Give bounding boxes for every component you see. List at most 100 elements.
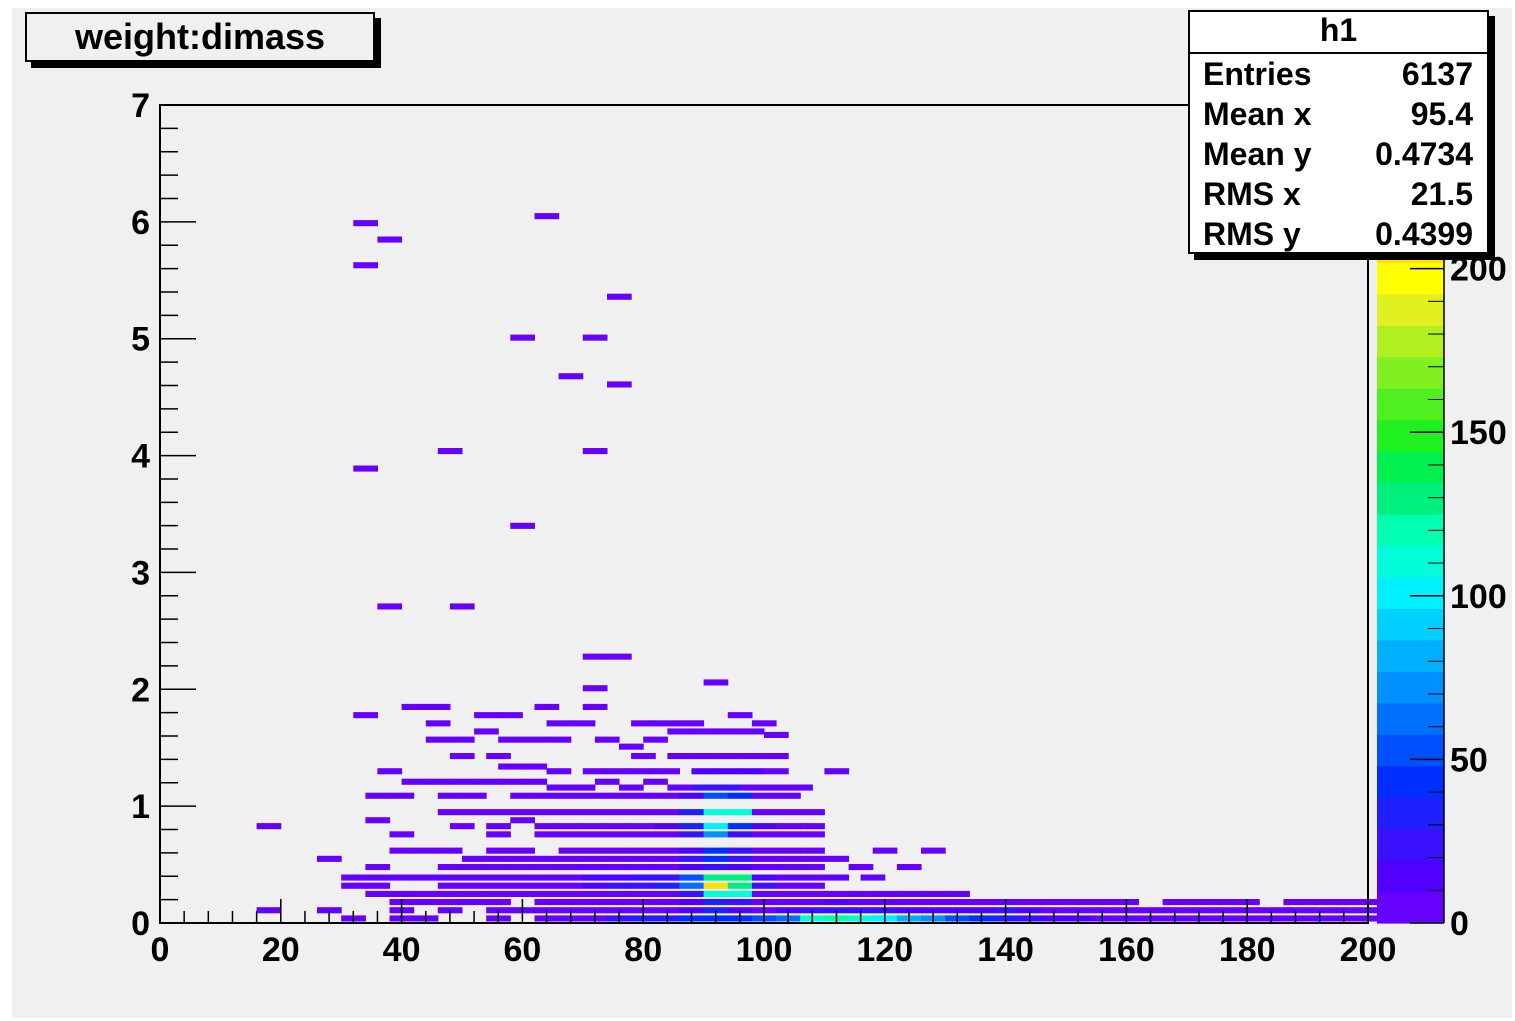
heatmap-cell [896, 899, 922, 906]
heatmap-cell [1041, 899, 1067, 906]
heatmap-cell [896, 907, 922, 914]
heatmap-cell [437, 907, 463, 914]
palette-band [1377, 608, 1444, 641]
axes: 0 20 40 60 80 100 120 140 160 180 200 0 1 2 3 4 5 6 7 [131, 87, 1396, 969]
palette-band [1377, 860, 1444, 893]
heatmap-cell [727, 831, 753, 838]
heatmap-cell [631, 792, 656, 799]
heatmap-cell [667, 784, 693, 791]
heatmap-cell [727, 874, 753, 881]
stats-label: RMS y [1203, 216, 1301, 252]
heatmap-cell [1283, 907, 1309, 914]
heatmap-cell [703, 679, 729, 686]
heatmap-cell [510, 792, 535, 799]
heatmap-cell [582, 653, 608, 660]
heatmap-cell [945, 907, 970, 914]
heatmap-cell [679, 899, 705, 906]
heatmap-cell [582, 823, 608, 830]
heatmap-cell [727, 792, 753, 799]
heatmap-cell [437, 809, 463, 816]
heatmap-cell [655, 720, 680, 727]
heatmap-cell [824, 899, 850, 906]
heatmap-cell [751, 882, 777, 889]
heatmap-cell [643, 778, 668, 785]
heatmap-cell [655, 874, 680, 881]
heatmap-cell [449, 778, 475, 785]
heatmap-cell [607, 768, 632, 775]
heatmap-cell [691, 784, 717, 791]
heatmap-cell [534, 882, 560, 889]
heatmap-cell [570, 720, 596, 727]
heatmap-cell [486, 864, 511, 871]
heatmap-cell [534, 809, 560, 816]
heatmap-cell [341, 882, 366, 889]
heatmap-cell [558, 890, 584, 897]
heatmap-cell [449, 736, 475, 743]
heatmap-cell [256, 907, 282, 914]
stats-row-rms-y: RMS y 0.4399 [1190, 214, 1487, 254]
heatmap-cell [558, 373, 584, 380]
heatmap-cell [800, 874, 825, 881]
palette-band [1377, 356, 1444, 389]
heatmap-cell [631, 753, 656, 760]
y-tick-label: 6 [131, 204, 150, 242]
heatmap-cell [703, 874, 729, 881]
heatmap-cell [510, 874, 535, 881]
heatmap-cell [848, 899, 874, 906]
heatmap-cell [401, 703, 427, 710]
heatmap-cell [1211, 907, 1236, 914]
x-tick-label: 80 [624, 931, 662, 969]
heatmap-cell [727, 882, 753, 889]
heatmap-cell [534, 213, 560, 220]
heatmap-cell [437, 864, 463, 871]
heatmap-cell [607, 831, 632, 838]
heatmap-cell [582, 448, 608, 455]
heatmap-cell [582, 847, 608, 854]
heatmap-cell [365, 792, 391, 799]
heatmap-cell [377, 236, 403, 243]
heatmap-cell [607, 809, 632, 816]
heatmap-cell [437, 448, 463, 455]
heatmap-cell [1331, 907, 1357, 914]
heatmap-cell [558, 907, 584, 914]
x-tick-label: 0 [151, 931, 170, 969]
heatmap-cell [462, 899, 487, 906]
heatmap-cell [1331, 899, 1357, 906]
heatmap-cell [510, 864, 535, 871]
heatmap-cell [969, 907, 995, 914]
heatmap-cell [800, 864, 825, 871]
heatmap-cell [522, 736, 548, 743]
x-tick-label: 100 [736, 931, 793, 969]
heatmap-cell [558, 882, 584, 889]
y-tick-label: 0 [131, 905, 150, 943]
heatmap-cell [824, 907, 850, 914]
palette-band [1377, 419, 1444, 452]
heatmap-cell [788, 784, 813, 791]
heatmap-cell [582, 703, 608, 710]
heatmap-cell [546, 784, 572, 791]
palette-band [1377, 451, 1444, 484]
heatmap-cell [776, 864, 801, 871]
heatmap-cell [921, 847, 946, 854]
heatmap-cell [365, 864, 391, 871]
stats-row-rms-x: RMS x 21.5 [1190, 174, 1487, 214]
heatmap-cell [776, 823, 801, 830]
x-tick-label: 160 [1098, 931, 1155, 969]
heatmap-cell [703, 882, 729, 889]
heatmap-cell [1307, 899, 1333, 906]
heatmap-cell [619, 743, 644, 750]
heatmap-cell [776, 792, 801, 799]
heatmap-cell [607, 653, 632, 660]
heatmap-cell [510, 882, 535, 889]
heatmap-cell [776, 874, 801, 881]
heatmap-cell [594, 778, 620, 785]
heatmap-cell [534, 890, 560, 897]
heatmap-cell [751, 864, 777, 871]
y-tick-label: 5 [131, 321, 150, 359]
x-tick-label: 140 [977, 931, 1034, 969]
heatmap-cell [607, 823, 632, 830]
heatmap-cell [510, 522, 535, 529]
heatmap-cell [486, 882, 511, 889]
heatmap-cell [800, 831, 825, 838]
heatmap-cell [824, 768, 850, 775]
